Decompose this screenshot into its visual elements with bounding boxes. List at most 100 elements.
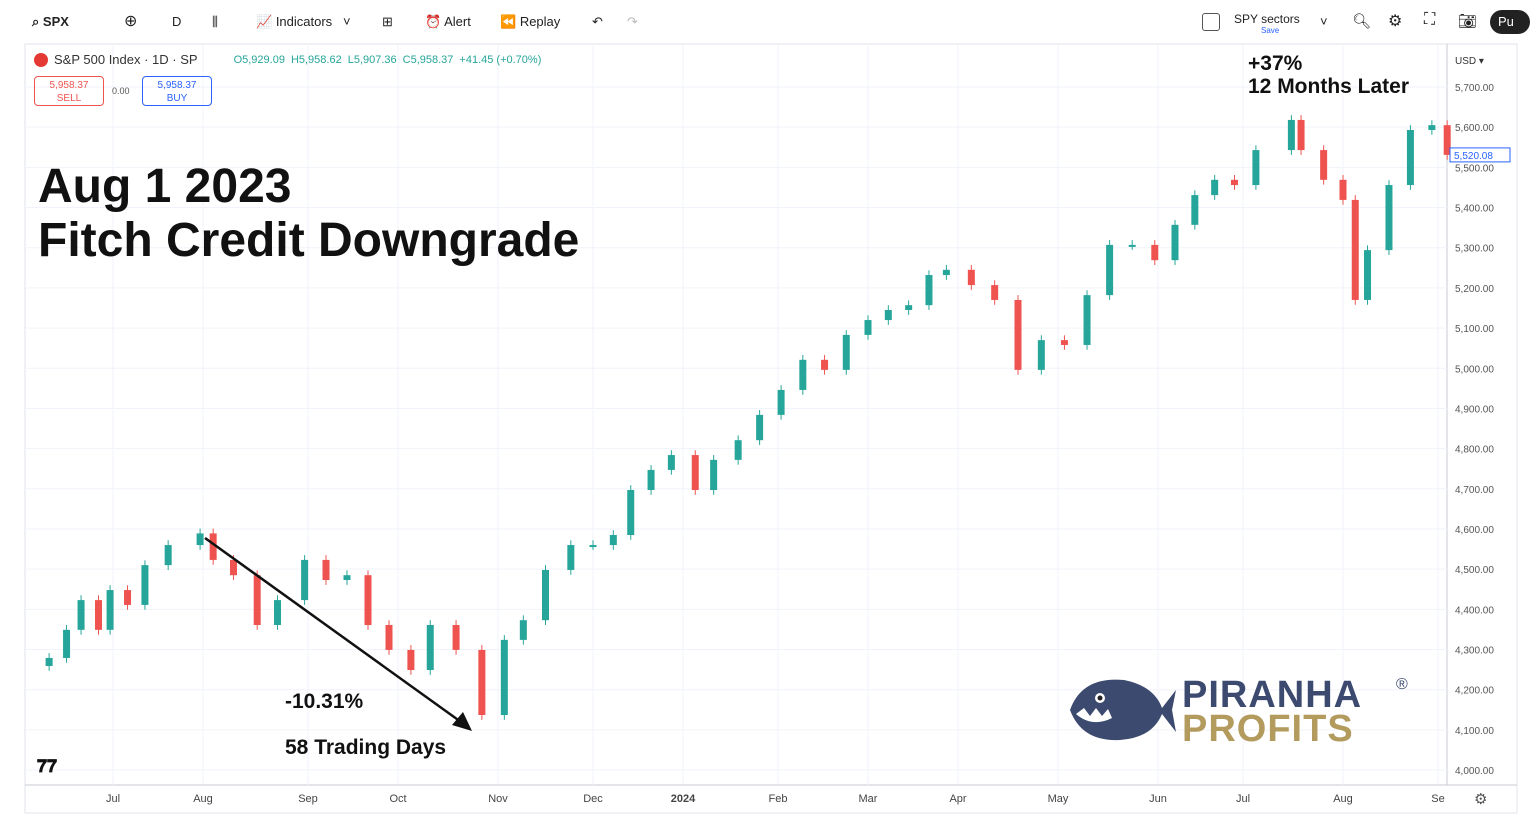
- undo-icon[interactable]: ↶: [592, 14, 603, 29]
- redo-icon[interactable]: ↷: [627, 14, 638, 29]
- drop-days: 58 Trading Days: [285, 736, 447, 759]
- candle-body: [209, 533, 217, 560]
- candle-body: [1252, 150, 1260, 186]
- candle-body: [1364, 250, 1372, 300]
- x-tick-label: Jul: [1236, 793, 1250, 805]
- candle-body: [691, 455, 699, 491]
- candle-body: [77, 600, 85, 630]
- candle-body: [1443, 125, 1451, 155]
- candle-body: [1320, 150, 1328, 180]
- piranha-fish-icon: [1070, 679, 1176, 741]
- current-price-tag: [1449, 147, 1511, 163]
- symbol-search[interactable]: ⌕ SPX: [32, 14, 69, 29]
- y-tick-label: 4,700.00: [1455, 485, 1494, 496]
- candle-body: [627, 490, 635, 536]
- candle-body: [667, 455, 675, 470]
- candle-body: [1406, 129, 1414, 186]
- candle-body: [164, 545, 172, 566]
- top-toolbar: ⌕ SPX ⊕ D ⫼ 📈 Indicators ˅ ⊞ ⏰ Alert ⏪ R…: [0, 0, 1536, 44]
- y-tick-label: 4,400.00: [1455, 605, 1494, 616]
- candle-body: [821, 359, 829, 370]
- trend-arrow-line: [204, 536, 469, 729]
- candle-body: [1191, 195, 1199, 225]
- candle-body: [1171, 224, 1179, 261]
- x-tick-label: Dec: [583, 793, 603, 805]
- candle-body: [942, 269, 950, 276]
- x-tick-label: Aug: [193, 793, 213, 805]
- candle-body: [589, 545, 597, 548]
- alert-button[interactable]: ⏰ Alert: [425, 14, 471, 29]
- gain-period: 12 Months Later: [1248, 75, 1410, 98]
- candle-body: [756, 414, 764, 441]
- candle-body: [1083, 295, 1091, 345]
- gain-annotation: +37% 12 Months Later: [1248, 52, 1409, 98]
- y-tick-label: 5,000.00: [1455, 364, 1494, 375]
- logo-line2: PROFITS: [1182, 708, 1354, 750]
- logo-mark: ®: [1396, 676, 1408, 693]
- x-tick-label: Se: [1431, 793, 1444, 805]
- candle-body: [991, 285, 999, 300]
- candle-body: [777, 389, 785, 415]
- candle-body: [967, 269, 975, 286]
- buy-button[interactable]: 5,958.37 BUY: [142, 76, 212, 106]
- candle-body: [1106, 244, 1114, 296]
- x-tick-label: Mar: [859, 793, 878, 805]
- sell-button[interactable]: 5,958.37 SELL: [34, 76, 104, 106]
- candle-body: [710, 459, 718, 491]
- y-tick-label: 5,500.00: [1455, 163, 1494, 174]
- layout-name[interactable]: SPY sectors: [1234, 12, 1300, 26]
- candles-icon[interactable]: ⫼: [212, 14, 218, 29]
- candle-body: [1287, 119, 1295, 151]
- candle-body: [519, 620, 527, 640]
- candle-body: [925, 275, 933, 306]
- candle-body: [542, 569, 549, 621]
- layout-icon[interactable]: [1202, 13, 1220, 31]
- candle-body: [1339, 179, 1347, 200]
- indicators-button[interactable]: 📈 Indicators ˅: [256, 14, 351, 29]
- x-tick-label: Nov: [488, 793, 508, 805]
- current-price-label: 5,520.08: [1454, 151, 1493, 162]
- candle-body: [45, 657, 53, 666]
- y-tick-label: 5,100.00: [1455, 324, 1494, 335]
- candle-body: [452, 625, 460, 650]
- candle-body: [63, 629, 71, 658]
- gain-percent: +37%: [1248, 52, 1303, 75]
- y-tick-label: 4,300.00: [1455, 646, 1494, 657]
- interval-button[interactable]: D: [172, 14, 182, 29]
- candle-body: [1128, 244, 1136, 247]
- logo-line1: PIRANHA: [1182, 674, 1363, 716]
- axis-settings-icon[interactable]: ⚙: [1474, 791, 1488, 808]
- candle-body: [343, 575, 351, 581]
- fullscreen-icon[interactable]: ⛶: [1424, 11, 1436, 28]
- layout-save[interactable]: Save: [1261, 26, 1280, 35]
- candle-body: [141, 565, 149, 605]
- candle-body: [94, 600, 102, 630]
- chevron-down-icon[interactable]: ˅: [1320, 14, 1328, 29]
- candle-body: [1297, 119, 1305, 151]
- compare-plus-icon[interactable]: ⊕: [124, 13, 138, 30]
- candle-body: [1014, 299, 1022, 370]
- headline-date: Aug 1 2023: [38, 160, 292, 213]
- legend-high: H5,958.62: [290, 53, 342, 66]
- y-tick-label: 5,300.00: [1455, 244, 1494, 255]
- camera-icon[interactable]: 📷︎: [1458, 13, 1478, 30]
- headline-event: Fitch Credit Downgrade: [38, 214, 580, 267]
- candle-body: [253, 575, 261, 626]
- x-tick-label: Jun: [1149, 793, 1167, 805]
- candle-body: [274, 600, 282, 626]
- templates-icon[interactable]: ⊞: [382, 14, 393, 29]
- candle-body: [734, 440, 742, 460]
- x-tick-label: Sep: [298, 793, 318, 805]
- candle-body: [124, 590, 132, 605]
- candle-body: [647, 469, 655, 491]
- candle-body: [905, 305, 913, 310]
- quick-search-icon[interactable]: 🔍︎: [1352, 13, 1372, 30]
- trend-arrow-head: [452, 712, 472, 731]
- settings-icon[interactable]: ⚙: [1388, 13, 1403, 30]
- publish-button[interactable]: Pu: [1490, 10, 1530, 34]
- candle-body: [1385, 185, 1393, 251]
- replay-button[interactable]: ⏪ Replay: [500, 14, 561, 29]
- buy-label: BUY: [166, 93, 188, 104]
- legend-change: +41.45 (+0.70%): [459, 53, 542, 66]
